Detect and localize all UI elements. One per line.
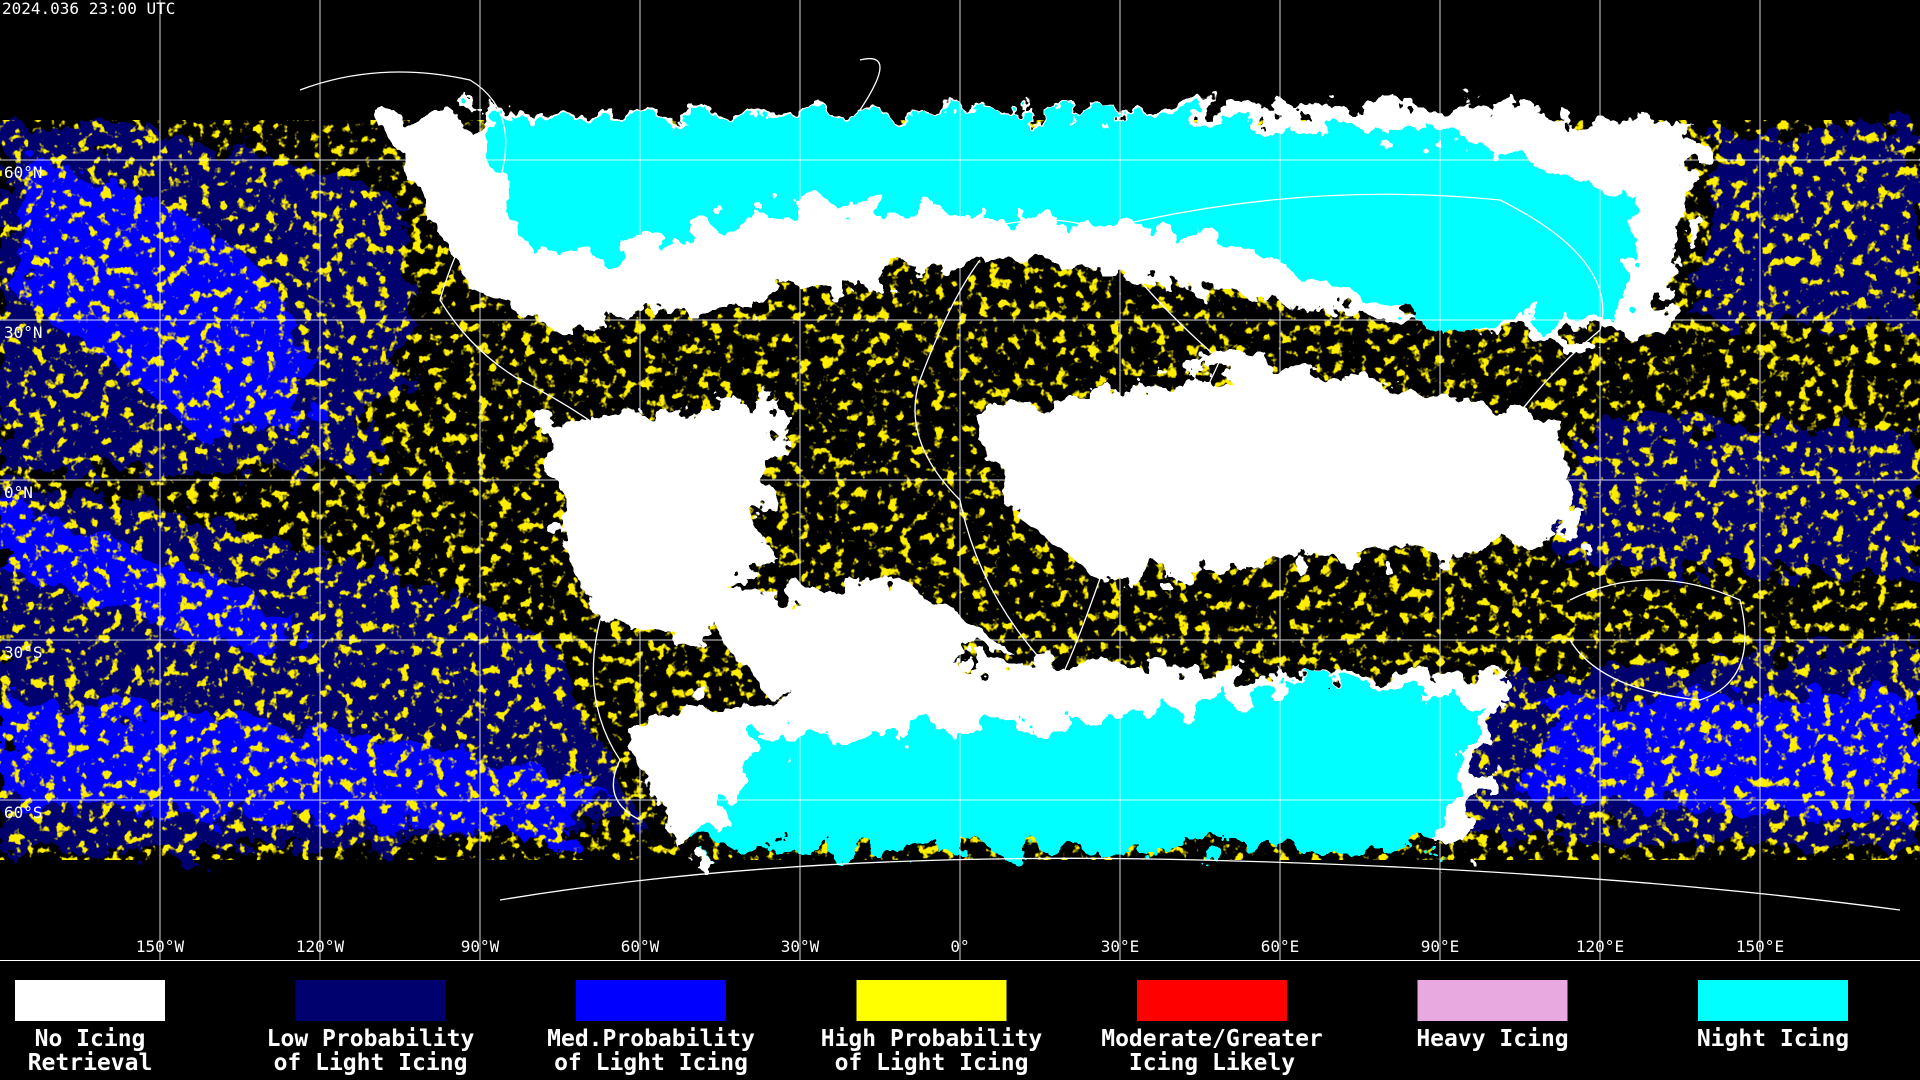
longitude-label: 150°W bbox=[136, 937, 185, 956]
latitude-label: 60°S bbox=[4, 803, 43, 822]
coast-greenland bbox=[859, 58, 881, 111]
north-cyan bbox=[480, 110, 1640, 330]
longitude-label: 150°E bbox=[1736, 937, 1784, 956]
legend-label: of Light Icing bbox=[554, 1050, 748, 1076]
longitude-label: 0° bbox=[950, 937, 969, 956]
legend-label: Icing Likely bbox=[1129, 1050, 1295, 1076]
legend-label: Heavy Icing bbox=[1416, 1026, 1568, 1052]
south-cyan bbox=[700, 680, 1480, 850]
legend-label: Med.Probability bbox=[547, 1026, 755, 1052]
legend-label: of Light Icing bbox=[835, 1050, 1029, 1076]
legend-label: Retrieval bbox=[28, 1050, 153, 1076]
legend-label: Moderate/Greater bbox=[1101, 1026, 1323, 1052]
latitude-label: 30°N bbox=[4, 323, 43, 342]
legend-label: High Probability bbox=[821, 1026, 1043, 1052]
coast-antarctica bbox=[499, 857, 1901, 911]
latitude-label: 60°N bbox=[4, 163, 43, 182]
coast-asia bbox=[1099, 193, 1604, 441]
legend-swatch bbox=[295, 980, 446, 1021]
longitude-label: 90°E bbox=[1421, 937, 1460, 956]
longitude-label: 60°E bbox=[1261, 937, 1300, 956]
longitude-label: 120°W bbox=[296, 937, 345, 956]
america-white bbox=[540, 400, 780, 640]
longitude-label: 120°E bbox=[1576, 937, 1624, 956]
latitude-label: 0°N bbox=[4, 483, 33, 502]
coast-africa bbox=[914, 219, 1221, 682]
latitude-label: 30°S bbox=[4, 643, 43, 662]
legend-label: of Light Icing bbox=[274, 1050, 468, 1076]
legend-swatch bbox=[576, 980, 726, 1021]
legend-divider bbox=[0, 960, 1920, 961]
timestamp: 2024.036 23:00 UTC bbox=[2, 0, 175, 18]
graticule bbox=[0, 0, 1920, 960]
longitude-label: 90°W bbox=[461, 937, 500, 956]
legend-label: Night Icing bbox=[1697, 1026, 1849, 1052]
legend-swatch bbox=[856, 980, 1007, 1021]
graticule-labels: 150°W 120°W 90°W 60°W 30°W 0° 30°E 60°E 90°E 120°… bbox=[4, 163, 1784, 956]
legend-swatch bbox=[1698, 980, 1848, 1021]
coastlines bbox=[299, 58, 1901, 911]
disk-clouds bbox=[380, 105, 1700, 850]
legend-swatch bbox=[1137, 980, 1287, 1021]
legend-swatch bbox=[15, 980, 165, 1021]
longitude-label: 30°E bbox=[1101, 937, 1140, 956]
longitude-label: 60°W bbox=[621, 937, 660, 956]
coast-americas bbox=[299, 71, 651, 821]
legend-label: Low Probability bbox=[267, 1026, 475, 1052]
legend-swatch bbox=[1417, 980, 1568, 1021]
legend-label: No Icing bbox=[35, 1026, 146, 1052]
coast-australia bbox=[1569, 579, 1746, 701]
longitude-label: 30°W bbox=[781, 937, 820, 956]
